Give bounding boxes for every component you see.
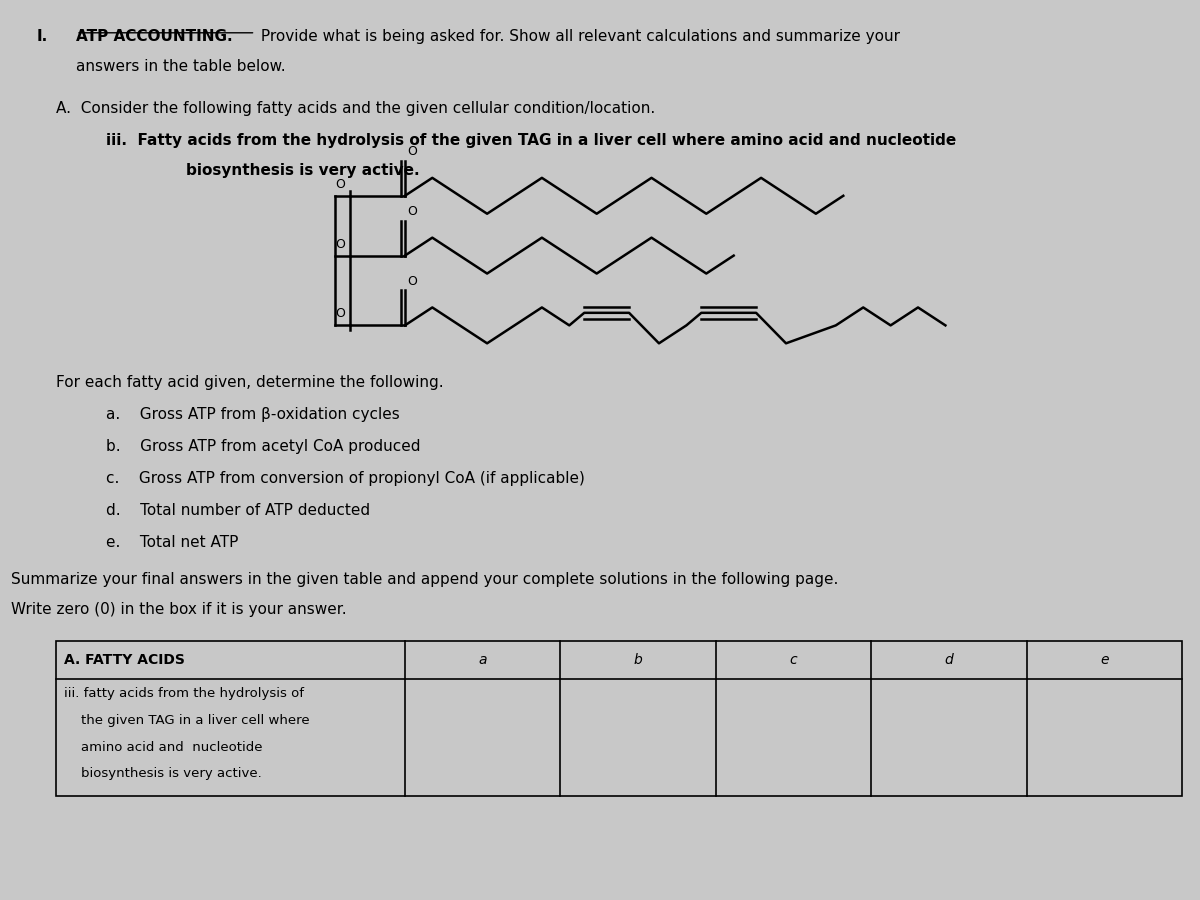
Text: Write zero (0) in the box if it is your answer.: Write zero (0) in the box if it is your … <box>11 601 347 617</box>
Text: the given TAG in a liver cell where: the given TAG in a liver cell where <box>64 714 310 727</box>
Text: A. FATTY ACIDS: A. FATTY ACIDS <box>64 653 185 667</box>
Text: iii. fatty acids from the hydrolysis of: iii. fatty acids from the hydrolysis of <box>64 688 304 700</box>
Text: e.    Total net ATP: e. Total net ATP <box>106 535 239 550</box>
Bar <box>56 642 1182 796</box>
Text: biosynthesis is very active.: biosynthesis is very active. <box>64 768 262 780</box>
Text: b: b <box>634 653 642 667</box>
Text: c.    Gross ATP from conversion of propionyl CoA (if applicable): c. Gross ATP from conversion of propiony… <box>106 471 584 486</box>
Text: iii.  Fatty acids from the hydrolysis of the given TAG in a liver cell where ami: iii. Fatty acids from the hydrolysis of … <box>106 133 956 148</box>
Text: ATP ACCOUNTING.: ATP ACCOUNTING. <box>76 30 233 44</box>
Text: biosynthesis is very active.: biosynthesis is very active. <box>186 163 419 178</box>
Text: O: O <box>407 145 416 158</box>
Text: O: O <box>407 274 416 287</box>
Text: I.: I. <box>36 30 48 44</box>
Text: e: e <box>1100 653 1109 667</box>
Text: For each fatty acid given, determine the following.: For each fatty acid given, determine the… <box>56 375 444 391</box>
Text: O: O <box>335 238 346 250</box>
Text: A.  Consider the following fatty acids and the given cellular condition/location: A. Consider the following fatty acids an… <box>56 101 655 116</box>
Text: d.    Total number of ATP deducted: d. Total number of ATP deducted <box>106 503 370 517</box>
Text: d: d <box>944 653 953 667</box>
Text: O: O <box>335 178 346 191</box>
Text: a: a <box>479 653 487 667</box>
Text: answers in the table below.: answers in the table below. <box>76 59 286 74</box>
Text: a.    Gross ATP from β-oxidation cycles: a. Gross ATP from β-oxidation cycles <box>106 407 400 422</box>
Text: Summarize your final answers in the given table and append your complete solutio: Summarize your final answers in the give… <box>11 572 839 587</box>
Text: O: O <box>407 204 416 218</box>
Text: O: O <box>335 308 346 320</box>
Text: c: c <box>790 653 797 667</box>
Text: b.    Gross ATP from acetyl CoA produced: b. Gross ATP from acetyl CoA produced <box>106 439 420 454</box>
Text: amino acid and  nucleotide: amino acid and nucleotide <box>64 741 263 753</box>
Text: Provide what is being asked for. Show all relevant calculations and summarize yo: Provide what is being asked for. Show al… <box>257 30 900 44</box>
